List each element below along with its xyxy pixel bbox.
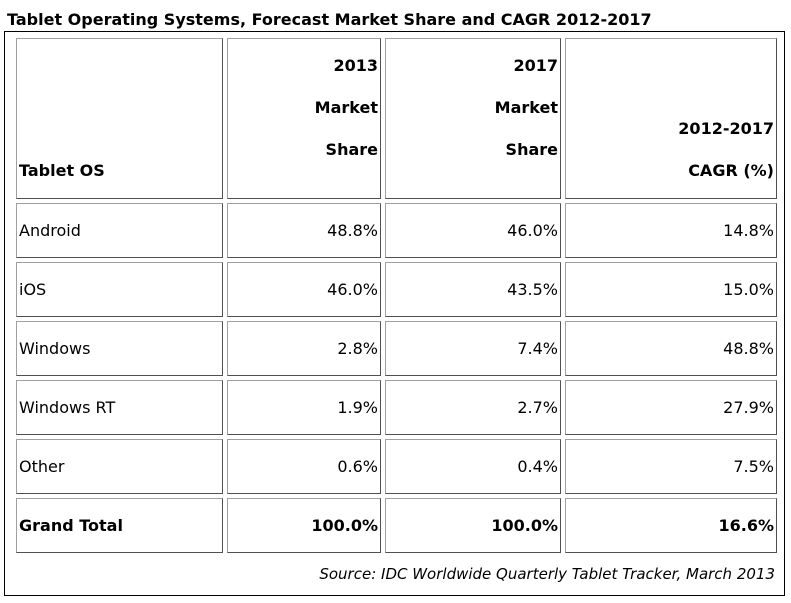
cell-os: Windows RT — [16, 380, 223, 435]
header-2013-market-share: 2013 Market Share — [227, 38, 381, 199]
table-row-ios: iOS 46.0% 43.5% 15.0% — [16, 262, 777, 317]
header-2013-line-3: Share — [325, 140, 378, 159]
source-note: Source: IDC Worldwide Quarterly Tablet T… — [319, 565, 775, 583]
cell-os: iOS — [16, 262, 223, 317]
header-row: Tablet OS 2013 Market Share 2017 Market … — [16, 38, 777, 199]
table-frame — [4, 31, 785, 596]
header-2017-line-2: Market — [494, 98, 558, 117]
table-row-other: Other 0.6% 0.4% 7.5% — [16, 439, 777, 494]
cell-cagr: 15.0% — [565, 262, 777, 317]
cell-share-2013: 0.6% — [227, 439, 381, 494]
cell-cagr: 16.6% — [565, 498, 777, 553]
cell-share-2013: 2.8% — [227, 321, 381, 376]
header-2013-line-1: 2013 — [333, 56, 378, 75]
cell-share-2013: 48.8% — [227, 203, 381, 258]
cell-share-2013: 100.0% — [227, 498, 381, 553]
cell-share-2017: 100.0% — [385, 498, 561, 553]
cell-os: Android — [16, 203, 223, 258]
cell-share-2017: 7.4% — [385, 321, 561, 376]
header-2017-market-share: 2017 Market Share — [385, 38, 561, 199]
table-row-grand-total: Grand Total 100.0% 100.0% 16.6% — [16, 498, 777, 553]
header-2013-line-2: Market — [314, 98, 378, 117]
cell-share-2013: 1.9% — [227, 380, 381, 435]
cell-share-2017: 2.7% — [385, 380, 561, 435]
header-tablet-os: Tablet OS — [16, 38, 223, 199]
header-tablet-os-line: Tablet OS — [19, 161, 105, 180]
cell-share-2017: 43.5% — [385, 262, 561, 317]
cell-cagr: 48.8% — [565, 321, 777, 376]
cell-share-2017: 0.4% — [385, 439, 561, 494]
cell-share-2013: 46.0% — [227, 262, 381, 317]
cell-cagr: 7.5% — [565, 439, 777, 494]
table-row-windows-rt: Windows RT 1.9% 2.7% 27.9% — [16, 380, 777, 435]
cell-cagr: 14.8% — [565, 203, 777, 258]
cell-os: Grand Total — [16, 498, 223, 553]
header-2017-line-1: 2017 — [513, 56, 558, 75]
cell-share-2017: 46.0% — [385, 203, 561, 258]
table-title: Tablet Operating Systems, Forecast Marke… — [7, 10, 652, 29]
header-cagr-line-1: 2012-2017 — [678, 119, 774, 138]
market-share-table: Tablet OS 2013 Market Share 2017 Market … — [12, 34, 781, 557]
header-2017-line-3: Share — [505, 140, 558, 159]
header-cagr-line-2: CAGR (%) — [688, 161, 774, 180]
cell-os: Other — [16, 439, 223, 494]
header-cagr: 2012-2017 CAGR (%) — [565, 38, 777, 199]
cell-cagr: 27.9% — [565, 380, 777, 435]
cell-os: Windows — [16, 321, 223, 376]
table-row-android: Android 48.8% 46.0% 14.8% — [16, 203, 777, 258]
table-row-windows: Windows 2.8% 7.4% 48.8% — [16, 321, 777, 376]
